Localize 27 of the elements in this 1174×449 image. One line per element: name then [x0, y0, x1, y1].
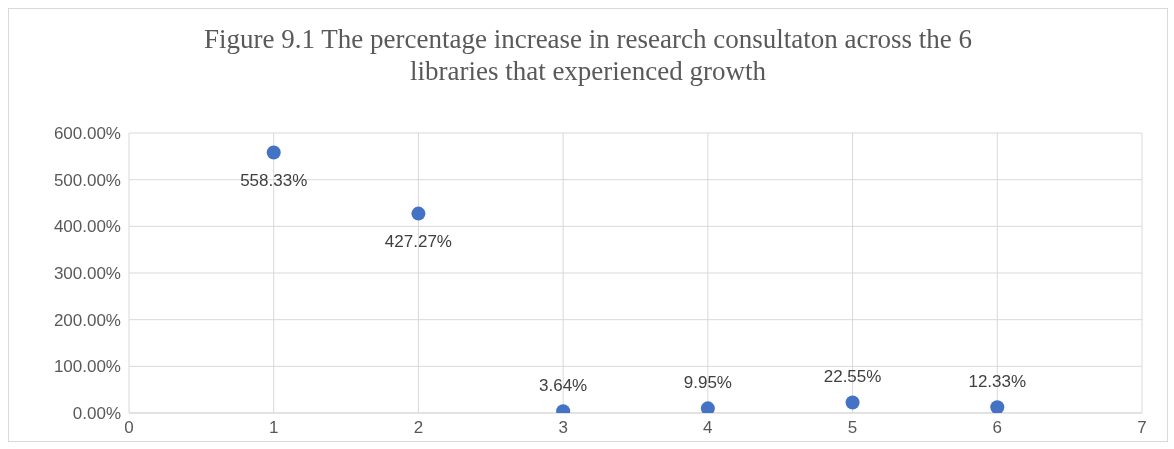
data-label: 12.33% [968, 371, 1027, 391]
y-tick-label: 300.00% [53, 264, 121, 284]
x-tick-label: 0 [124, 418, 134, 438]
x-tick-label: 5 [847, 418, 858, 438]
y-tick-label: 400.00% [53, 217, 121, 237]
data-label: 9.95% [683, 372, 732, 392]
point [700, 401, 715, 413]
y-tick-label: 500.00% [53, 170, 121, 190]
x-tick-label: 1 [268, 418, 279, 438]
x-tick-label: 7 [1137, 418, 1147, 438]
point [990, 400, 1005, 413]
chart-title: Figure 9.1 The percentage increase in research consultaton across the 6 libraries that experienced growth [203, 23, 973, 88]
y-tick-label: 0.00% [72, 404, 121, 424]
point [845, 395, 860, 410]
data-label: 427.27% [384, 232, 452, 252]
point [266, 145, 281, 160]
y-tick-label: 600.00% [53, 124, 121, 144]
data-label: 3.64% [539, 375, 588, 395]
x-tick-label: 6 [992, 418, 1003, 438]
data-label: 558.33% [240, 170, 308, 190]
y-tick-label: 200.00% [53, 310, 121, 330]
point [411, 206, 426, 221]
x-tick-label: 3 [558, 418, 568, 438]
y-tick-label: 100.00% [53, 357, 121, 377]
x-tick-label: 2 [413, 418, 424, 438]
data-label: 22.55% [823, 366, 882, 386]
x-tick-label: 4 [703, 418, 713, 438]
